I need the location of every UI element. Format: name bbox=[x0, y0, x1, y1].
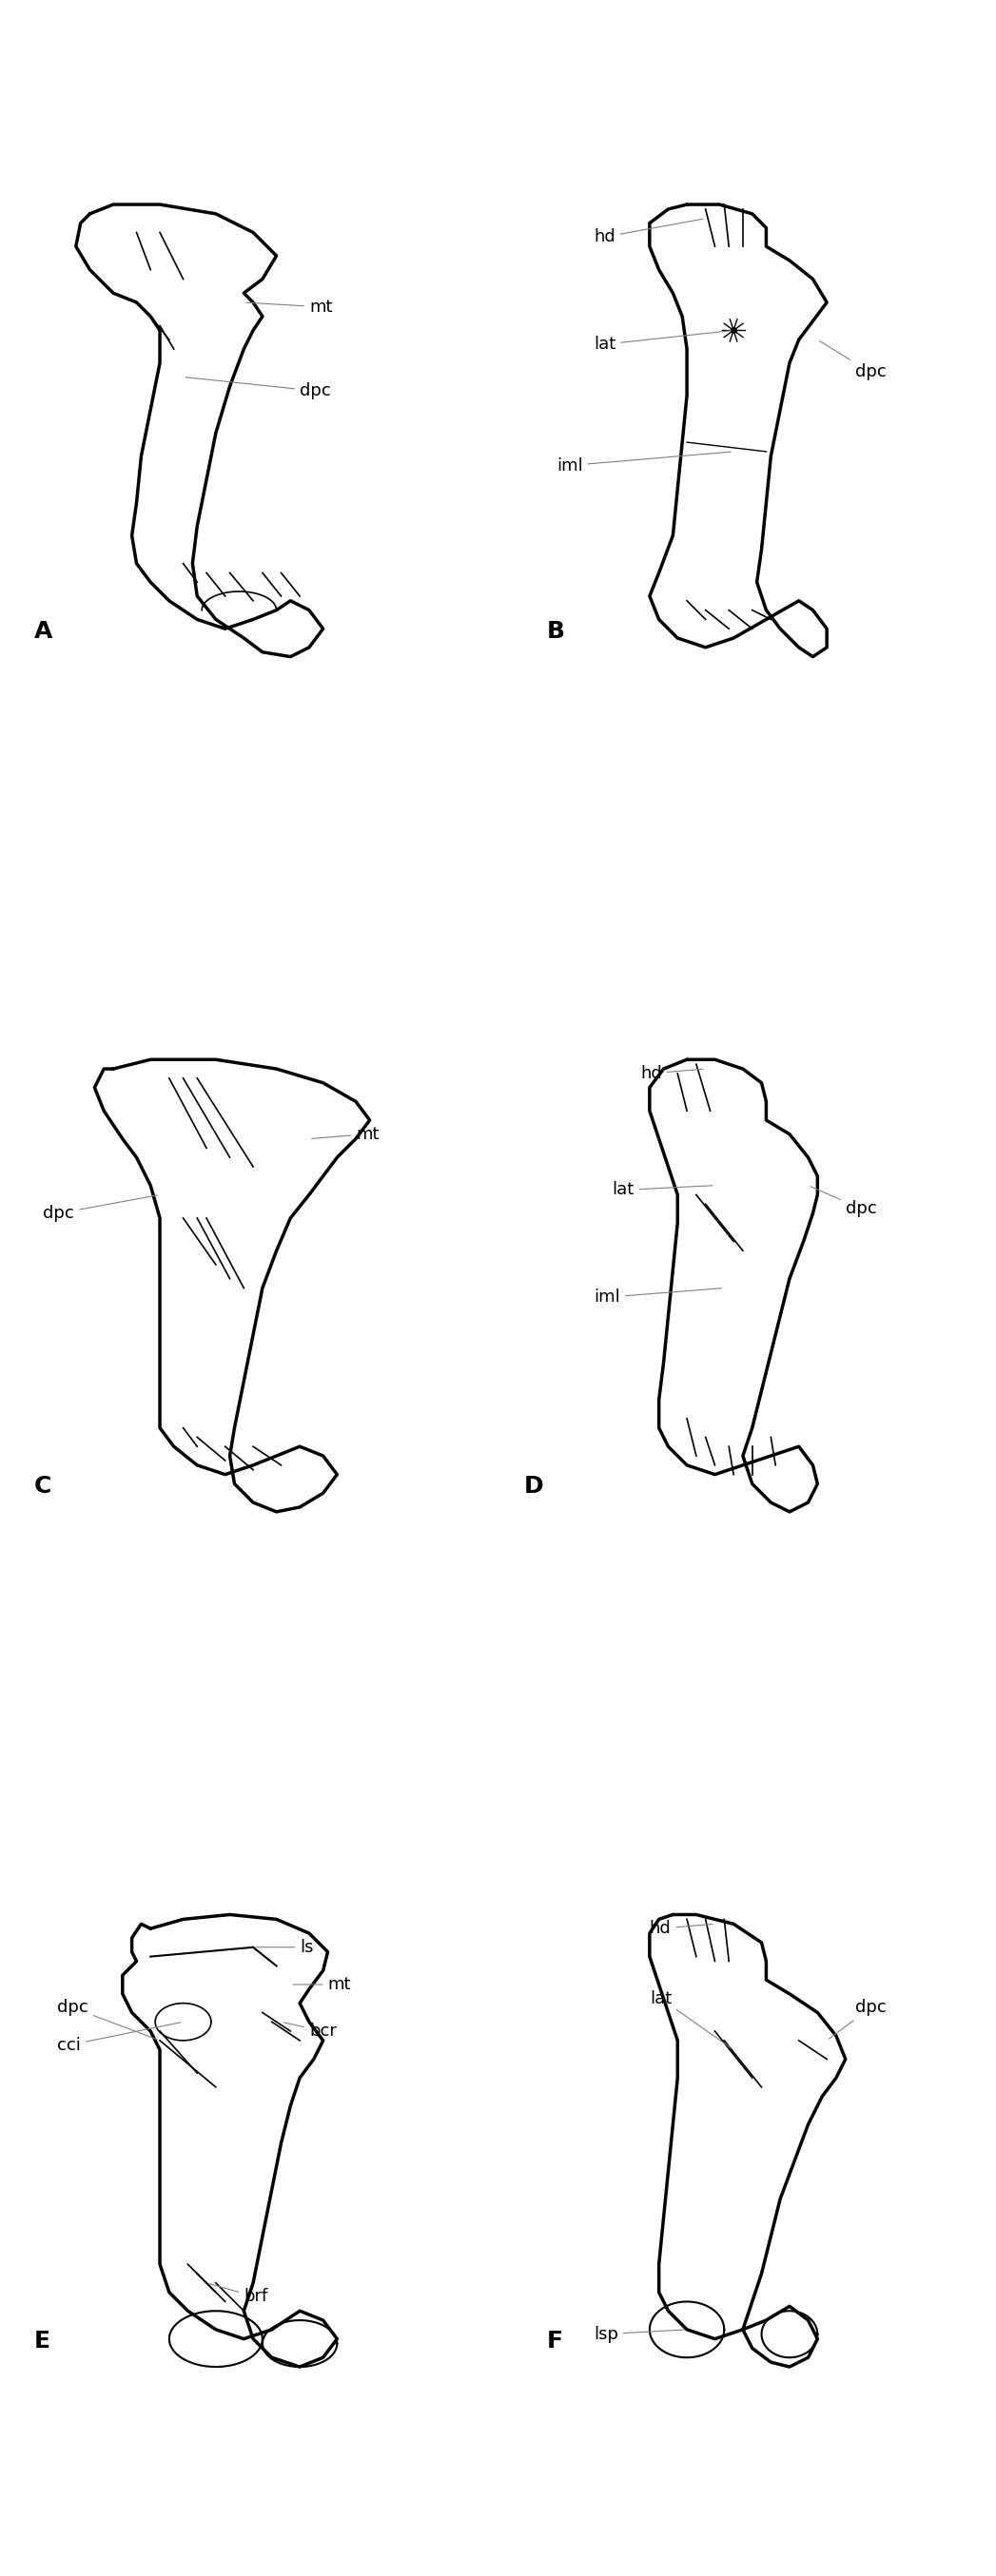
Text: ls: ls bbox=[256, 1940, 314, 1955]
Text: dpc: dpc bbox=[811, 1188, 876, 1218]
Text: iml: iml bbox=[557, 451, 731, 474]
Text: mt: mt bbox=[312, 1126, 379, 1144]
Text: hd: hd bbox=[649, 1919, 712, 1937]
Text: dpc: dpc bbox=[43, 1195, 157, 1221]
Text: dpc: dpc bbox=[820, 340, 886, 381]
Text: F: F bbox=[547, 2331, 563, 2352]
Text: dpc: dpc bbox=[829, 1999, 886, 2040]
Text: mt: mt bbox=[293, 1976, 351, 1994]
Text: cci: cci bbox=[57, 2022, 180, 2053]
Text: mt: mt bbox=[246, 299, 333, 314]
Text: iml: iml bbox=[594, 1288, 721, 1306]
Text: C: C bbox=[34, 1476, 52, 1497]
Text: dpc: dpc bbox=[57, 1999, 157, 2040]
Text: lat: lat bbox=[649, 1989, 731, 2048]
Text: brf: brf bbox=[209, 2285, 268, 2306]
Text: D: D bbox=[524, 1476, 543, 1497]
Text: B: B bbox=[547, 621, 565, 644]
Text: dpc: dpc bbox=[186, 376, 331, 399]
Text: lsp: lsp bbox=[594, 2326, 684, 2342]
Text: hd: hd bbox=[640, 1064, 703, 1082]
Text: lat: lat bbox=[613, 1182, 712, 1198]
Text: hd: hd bbox=[594, 219, 703, 245]
Text: A: A bbox=[34, 621, 53, 644]
Text: E: E bbox=[34, 2331, 50, 2352]
Text: lat: lat bbox=[594, 330, 731, 353]
Text: bcr: bcr bbox=[284, 2022, 337, 2040]
